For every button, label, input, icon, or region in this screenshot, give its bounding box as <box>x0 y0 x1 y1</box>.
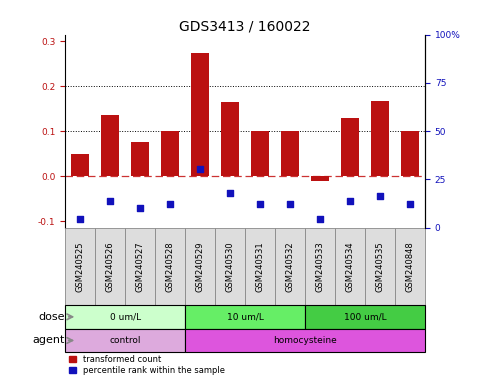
Title: GDS3413 / 160022: GDS3413 / 160022 <box>179 20 311 33</box>
FancyBboxPatch shape <box>65 228 95 305</box>
Text: GSM240528: GSM240528 <box>166 241 175 292</box>
FancyBboxPatch shape <box>215 228 245 305</box>
FancyBboxPatch shape <box>125 228 155 305</box>
Text: dose: dose <box>39 312 65 322</box>
Text: GSM240533: GSM240533 <box>315 241 325 292</box>
FancyBboxPatch shape <box>335 228 365 305</box>
Point <box>286 201 294 207</box>
FancyBboxPatch shape <box>185 305 305 329</box>
Bar <box>71 154 89 176</box>
FancyBboxPatch shape <box>365 228 395 305</box>
Point <box>256 201 264 207</box>
Point <box>376 193 384 199</box>
Bar <box>131 142 149 176</box>
Point <box>106 198 114 204</box>
Bar <box>281 131 299 176</box>
Text: GSM240848: GSM240848 <box>406 241 414 292</box>
Text: GSM240532: GSM240532 <box>285 241 295 292</box>
Point <box>76 216 84 222</box>
Text: GSM240525: GSM240525 <box>76 241 85 291</box>
Text: homocysteine: homocysteine <box>273 336 337 345</box>
Point <box>136 205 144 212</box>
Text: control: control <box>110 336 141 345</box>
Text: GSM240527: GSM240527 <box>136 241 145 292</box>
Text: 0 um/L: 0 um/L <box>110 312 141 321</box>
Text: GSM240535: GSM240535 <box>376 241 384 292</box>
Point <box>346 198 354 204</box>
FancyBboxPatch shape <box>185 228 215 305</box>
Text: 10 um/L: 10 um/L <box>227 312 264 321</box>
Bar <box>401 131 419 176</box>
Text: 100 um/L: 100 um/L <box>344 312 386 321</box>
Legend: transformed count, percentile rank within the sample: transformed count, percentile rank withi… <box>70 355 225 375</box>
Text: GSM240530: GSM240530 <box>226 241 235 292</box>
Bar <box>161 131 179 176</box>
Text: GSM240526: GSM240526 <box>106 241 114 292</box>
Text: GSM240531: GSM240531 <box>256 241 265 292</box>
FancyBboxPatch shape <box>185 329 425 352</box>
Text: GSM240529: GSM240529 <box>196 241 205 291</box>
FancyBboxPatch shape <box>305 305 425 329</box>
Point <box>406 201 414 207</box>
Point <box>166 201 174 207</box>
Point <box>226 190 234 196</box>
Text: agent: agent <box>33 336 65 346</box>
FancyBboxPatch shape <box>395 228 425 305</box>
Bar <box>251 131 269 176</box>
FancyBboxPatch shape <box>245 228 275 305</box>
Point <box>196 166 204 172</box>
Point <box>316 216 324 222</box>
FancyBboxPatch shape <box>95 228 125 305</box>
FancyBboxPatch shape <box>305 228 335 305</box>
Text: GSM240534: GSM240534 <box>345 241 355 292</box>
FancyBboxPatch shape <box>155 228 185 305</box>
Bar <box>311 176 329 180</box>
FancyBboxPatch shape <box>65 305 185 329</box>
Bar <box>221 102 239 176</box>
Bar <box>101 116 119 176</box>
Bar <box>341 118 359 176</box>
FancyBboxPatch shape <box>65 329 185 352</box>
Bar <box>371 101 389 176</box>
Bar <box>191 53 209 176</box>
FancyBboxPatch shape <box>275 228 305 305</box>
